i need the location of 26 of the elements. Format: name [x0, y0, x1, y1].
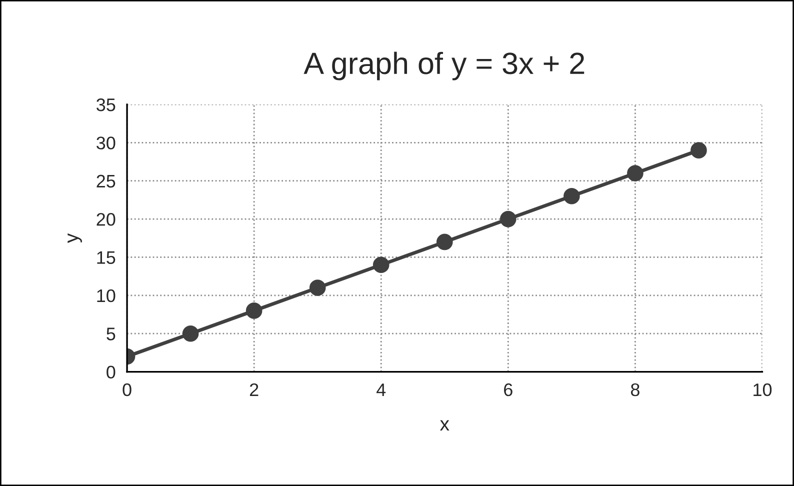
chart-title: A graph of y = 3x + 2: [304, 52, 584, 80]
y-axis-title: y: [68, 233, 82, 243]
y-tick-label: 20: [96, 212, 116, 226]
point: [627, 165, 644, 182]
y-tick-label: 25: [96, 174, 116, 188]
point: [564, 188, 580, 204]
point: [500, 210, 516, 228]
x-tick-label: 6: [504, 383, 512, 396]
x-tick-label: 0: [122, 383, 132, 396]
y-tick-label: 5: [106, 328, 116, 340]
y-tick-label: 15: [97, 251, 116, 264]
y-tick-label: 35: [96, 98, 116, 112]
point: [436, 234, 453, 250]
point: [690, 142, 707, 158]
x-axis-title: x: [440, 420, 450, 430]
point: [372, 256, 390, 274]
point: [309, 280, 326, 296]
point: [246, 302, 262, 319]
x-tick-label: 2: [250, 383, 258, 396]
y-tick-label: 0: [106, 366, 116, 379]
y-tick-label: 30: [96, 136, 116, 150]
x-tick-label: 10: [754, 383, 772, 396]
y-tick-label: 10: [97, 289, 116, 302]
x-tick-label: 4: [376, 384, 386, 396]
point: [182, 325, 199, 342]
x-tick-label: 8: [630, 383, 640, 396]
